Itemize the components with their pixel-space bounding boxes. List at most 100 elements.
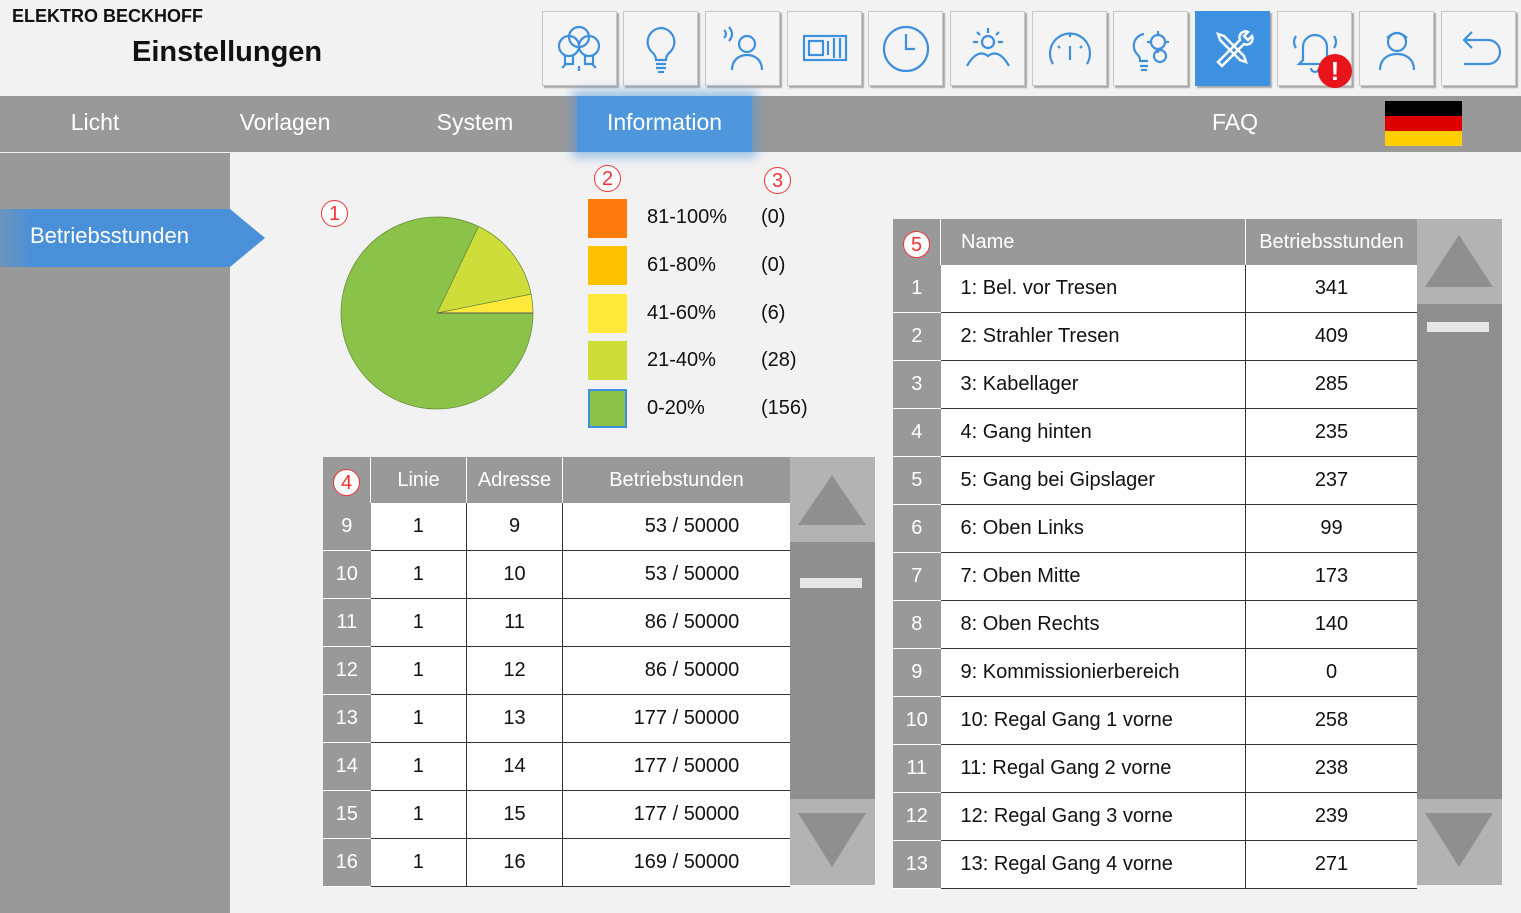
- table-row[interactable]: 8 8: Oben Rechts 140: [893, 600, 1417, 649]
- row-index: 12: [323, 646, 371, 695]
- cell-betriebsstunden: 239: [1245, 792, 1417, 841]
- table-row[interactable]: 11 1 11 86 / 50000: [323, 598, 790, 647]
- table-row[interactable]: 14 1 14 177 / 50000: [323, 742, 790, 791]
- nav-information[interactable]: Information: [577, 96, 752, 152]
- cell-name: 4: Gang hinten: [940, 408, 1246, 457]
- hours-max: 50000: [683, 707, 740, 729]
- left-scroll-down-button[interactable]: [790, 799, 875, 885]
- cell-betriebstunden: 86 / 50000: [562, 646, 790, 695]
- row-index: 4: [893, 408, 941, 457]
- legend-label: 0-20%: [647, 397, 705, 419]
- column-header-adresse[interactable]: Adresse: [466, 457, 563, 503]
- table-row[interactable]: 9 9: Kommissionierbereich 0: [893, 648, 1417, 697]
- table-row[interactable]: 10 1 10 53 / 50000: [323, 550, 790, 599]
- table-row[interactable]: 13 1 13 177 / 50000: [323, 694, 790, 743]
- cell-adresse: 12: [466, 646, 563, 695]
- triangle-down-icon: [1425, 813, 1493, 867]
- toolbar-daylight-button[interactable]: [950, 11, 1025, 86]
- hours-separator: /: [672, 707, 679, 729]
- column-header-name[interactable]: Name: [940, 219, 1246, 265]
- left-scroll-thumb[interactable]: [800, 578, 862, 588]
- toolbar-smart-bulb-button[interactable]: [1113, 11, 1188, 86]
- table-row[interactable]: 12 1 12 86 / 50000: [323, 646, 790, 695]
- table-row[interactable]: 11 11: Regal Gang 2 vorne 238: [893, 744, 1417, 793]
- hours-separator: /: [672, 851, 679, 873]
- table-row[interactable]: 9 1 9 53 / 50000: [323, 503, 790, 551]
- right-scroll-down-button[interactable]: [1417, 799, 1502, 885]
- table-row[interactable]: 3 3: Kabellager 285: [893, 360, 1417, 409]
- cell-name: 1: Bel. vor Tresen: [940, 265, 1246, 313]
- marker-4-cell: 4: [323, 457, 371, 503]
- legend-swatch-21-40: [588, 341, 627, 380]
- row-index: 9: [893, 648, 941, 697]
- cell-betriebstunden: 53 / 50000: [562, 550, 790, 599]
- cell-linie: 1: [370, 550, 467, 599]
- right-scroll-up-button[interactable]: [1417, 219, 1502, 304]
- cell-betriebstunden: 169 / 50000: [562, 838, 790, 887]
- toolbar-blinds-button[interactable]: [787, 11, 862, 86]
- right-scroll-thumb[interactable]: [1427, 322, 1489, 332]
- row-index: 3: [893, 360, 941, 409]
- toolbar-alarm-button[interactable]: !: [1277, 11, 1352, 88]
- hours-value: 177: [633, 755, 667, 777]
- row-index: 6: [893, 504, 941, 553]
- cell-linie: 1: [370, 742, 467, 791]
- sidebar: [0, 153, 230, 913]
- hours-max: 50000: [683, 851, 740, 873]
- table-row[interactable]: 12 12: Regal Gang 3 vorne 239: [893, 792, 1417, 841]
- row-index: 5: [893, 456, 941, 505]
- blinds-icon: [802, 34, 847, 61]
- alert-badge: !: [1318, 54, 1352, 88]
- column-header-betriebstunden[interactable]: Betriebstunden: [562, 457, 790, 503]
- presence-sensor-icon: [722, 25, 763, 70]
- table-row[interactable]: 1 1: Bel. vor Tresen 341: [893, 265, 1417, 313]
- cell-name: 3: Kabellager: [940, 360, 1246, 409]
- legend-count: (0): [761, 254, 786, 276]
- cell-name: 7: Oben Mitte: [940, 552, 1246, 601]
- table-row[interactable]: 7 7: Oben Mitte 173: [893, 552, 1417, 601]
- toolbar-settings-button[interactable]: [1195, 11, 1270, 86]
- table-row[interactable]: 5 5: Gang bei Gipslager 237: [893, 456, 1417, 505]
- cell-betriebsstunden: 0: [1245, 648, 1417, 697]
- cell-betriebsstunden: 238: [1245, 744, 1417, 793]
- nav-faq[interactable]: FAQ: [1211, 109, 1258, 135]
- hours-separator: /: [672, 563, 679, 585]
- nav-licht[interactable]: Licht: [70, 109, 120, 135]
- hours-separator: /: [672, 611, 679, 633]
- toolbar-bulb-button[interactable]: [623, 11, 698, 86]
- table-row[interactable]: 2 2: Strahler Tresen 409: [893, 312, 1417, 361]
- cell-adresse: 11: [466, 598, 563, 647]
- nav-vorlagen[interactable]: Vorlagen: [239, 109, 331, 135]
- table-row[interactable]: 15 1 15 177 / 50000: [323, 790, 790, 839]
- column-header-betriebsstunden[interactable]: Betriebsstunden: [1245, 219, 1417, 265]
- legend-count: (6): [761, 302, 786, 324]
- nav-system[interactable]: System: [436, 109, 514, 135]
- table-row[interactable]: 6 6: Oben Links 99: [893, 504, 1417, 553]
- left-scroll-up-button[interactable]: [790, 457, 875, 542]
- cell-betriebstunden: 86 / 50000: [562, 598, 790, 647]
- cell-adresse: 9: [466, 503, 563, 551]
- toolbar-user-button[interactable]: [1359, 11, 1434, 86]
- toolbar-lamps-button[interactable]: [542, 11, 617, 86]
- toolbar-clock-button[interactable]: [868, 11, 943, 86]
- cell-betriebsstunden: 341: [1245, 265, 1417, 313]
- hours-value: 177: [633, 707, 667, 729]
- table-row[interactable]: 4 4: Gang hinten 235: [893, 408, 1417, 457]
- legend-swatch-61-80: [588, 246, 627, 285]
- table-row[interactable]: 13 13: Regal Gang 4 vorne 271: [893, 840, 1417, 889]
- toolbar-speedometer-button[interactable]: [1032, 11, 1107, 86]
- sidebar-item-betriebsstunden[interactable]: Betriebsstunden: [0, 209, 265, 267]
- toolbar-back-button[interactable]: [1441, 11, 1516, 86]
- cell-betriebsstunden: 99: [1245, 504, 1417, 553]
- triangle-up-icon: [798, 475, 866, 525]
- marker-5: 5: [903, 230, 930, 258]
- row-index: 10: [323, 550, 371, 599]
- table-row[interactable]: 16 1 16 169 / 50000: [323, 838, 790, 887]
- right-table-scrollbar[interactable]: [1417, 219, 1502, 885]
- column-header-linie[interactable]: Linie: [370, 457, 467, 503]
- table-row[interactable]: 10 10: Regal Gang 1 vorne 258: [893, 696, 1417, 745]
- german-flag-icon[interactable]: [1385, 101, 1462, 146]
- cell-betriebsstunden: 235: [1245, 408, 1417, 457]
- toolbar-presence-button[interactable]: [705, 11, 780, 86]
- hours-value: 177: [633, 803, 667, 825]
